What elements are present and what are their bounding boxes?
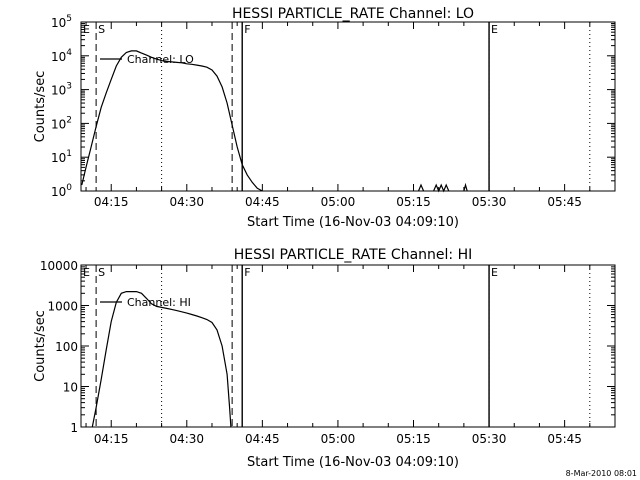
hi-channel-panel: HESSI PARTICLE_RATE Channel: HI 04:15 04:3…: [33, 247, 616, 470]
marker-label: S: [98, 23, 105, 36]
y-tick-label: 104: [51, 48, 72, 64]
y-tick-label: 10: [63, 381, 78, 395]
marker-label: E: [83, 266, 90, 279]
y-tick-label: 1000: [47, 300, 78, 314]
plot-frame: [80, 21, 616, 192]
series-line: [417, 183, 425, 192]
y-tick-label: 101: [51, 149, 72, 165]
y-tick-label: 1: [70, 421, 78, 435]
x-tick-label: 04:45: [245, 195, 280, 209]
legend-label: Channel: HI: [127, 296, 191, 309]
footer-timestamp: 8-Mar-2010 08:01: [566, 469, 637, 478]
x-tick-label: 05:45: [547, 432, 582, 446]
x-tick-label: 04:15: [94, 432, 129, 446]
y-tick-label: 102: [51, 115, 72, 131]
y-tick-label: 103: [51, 82, 72, 98]
x-tick-label: 04:30: [169, 195, 204, 209]
plot-frame: [80, 264, 616, 428]
chart-title: HESSI PARTICLE_RATE Channel: LO: [232, 6, 474, 22]
x-tick-label: 05:15: [396, 195, 431, 209]
x-tick-label: 04:30: [169, 432, 204, 446]
marker-label: E: [491, 266, 498, 279]
series-line: [91, 291, 232, 428]
y-tick-label: 105: [51, 14, 72, 30]
lo-channel-panel: HESSI PARTICLE_RATE Channel: LO 04:15 04:3…: [33, 6, 616, 230]
marker-label: E: [83, 23, 90, 36]
x-tick-label: 05:45: [547, 195, 582, 209]
chart-title: HESSI PARTICLE_RATE Channel: HI: [234, 247, 472, 263]
x-axis-label: Start Time (16-Nov-03 04:09:10): [247, 455, 459, 470]
x-tick-label: 04:15: [94, 195, 129, 209]
y-tick-label: 10000: [40, 259, 78, 273]
y-tick-label: 100: [55, 340, 78, 354]
y-tick-label: 100: [51, 183, 72, 199]
y-axis-label: Counts/sec: [33, 310, 48, 382]
marker-label: F: [244, 266, 250, 279]
marker-label: S: [98, 266, 105, 279]
x-tick-label: 05:15: [396, 432, 431, 446]
y-axis-label: Counts/sec: [33, 71, 48, 143]
series-line: [81, 50, 263, 192]
marker-label: E: [491, 23, 498, 36]
series-line: [463, 182, 468, 192]
x-tick-label: 05:00: [321, 195, 356, 209]
x-tick-label: 05:30: [472, 432, 507, 446]
x-tick-label: 05:00: [321, 432, 356, 446]
legend-label: Channel: LO: [127, 53, 194, 66]
marker-label: F: [244, 23, 250, 36]
x-axis-label: Start Time (16-Nov-03 04:09:10): [247, 215, 459, 230]
series-line: [433, 183, 450, 193]
x-tick-label: 04:45: [245, 432, 280, 446]
x-tick-label: 05:30: [472, 195, 507, 209]
